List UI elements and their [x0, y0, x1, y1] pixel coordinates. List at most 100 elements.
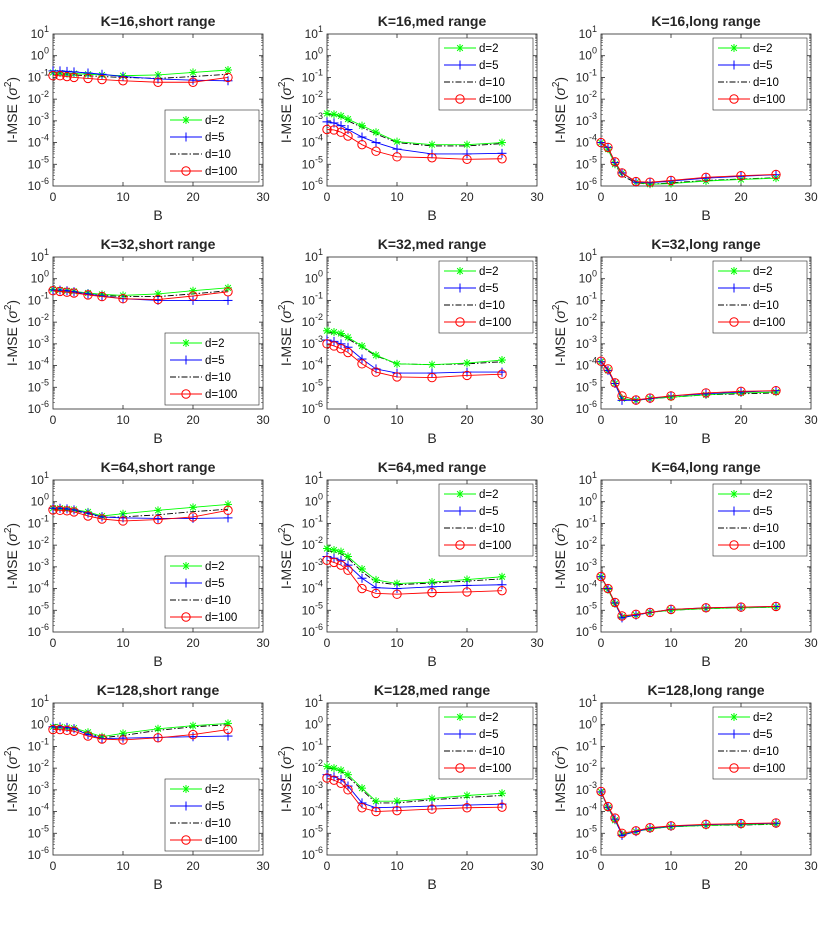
- data-point-plus-marker: [462, 149, 472, 159]
- x-tick-label: 0: [324, 636, 331, 650]
- legend-entry: d=10: [718, 77, 779, 89]
- x-tick-label: 10: [664, 636, 678, 650]
- x-axis-label: B: [701, 430, 710, 446]
- legend-label: d=2: [205, 784, 225, 796]
- y-tick-label: 100: [31, 46, 49, 63]
- legend-label: d=5: [753, 283, 773, 295]
- series-markers-d5: [322, 551, 507, 594]
- legend-circle-marker: [181, 389, 191, 399]
- data-point-star-marker: [358, 784, 366, 793]
- y-tick-label: 100: [579, 715, 597, 732]
- y-tick-label: 10-1: [28, 513, 49, 530]
- x-tick-label: 0: [324, 859, 331, 873]
- x-tick-label: 20: [186, 190, 200, 204]
- data-point-star-marker: [154, 506, 162, 515]
- y-tick-label: 10-2: [28, 535, 49, 552]
- series-line-d2: [326, 112, 503, 146]
- series-markers-d100: [48, 505, 233, 526]
- data-point-circle-marker: [645, 607, 655, 618]
- legend-label: d=5: [205, 132, 225, 144]
- subplot-9: 101 100 10-1 10-2 10-3 10-4 10-5 10-60 10 20 30 K=6…: [551, 459, 818, 669]
- data-point-circle-marker: [223, 287, 233, 297]
- legend-label: d=2: [205, 561, 225, 573]
- data-point-circle-marker: [462, 587, 472, 597]
- legend-entry: d=100: [718, 763, 785, 775]
- data-point-star-marker: [372, 575, 380, 584]
- series-line-d100: [600, 576, 777, 617]
- series-line-d100: [326, 129, 503, 160]
- data-point-circle-marker: [497, 802, 507, 812]
- y-tick-label: 10-6: [28, 399, 49, 416]
- y-tick-label: 10-5: [28, 600, 49, 617]
- series-markers-d2: [323, 762, 506, 806]
- series-line-d2: [326, 330, 503, 366]
- legend-entry: d=2: [444, 712, 499, 724]
- series-line-d100: [52, 509, 229, 522]
- y-tick-label: 10-3: [576, 334, 597, 351]
- legend-label: d=100: [753, 94, 785, 106]
- x-axis-label: B: [153, 430, 162, 446]
- data-point-star-marker: [224, 65, 232, 74]
- data-point-star-marker: [337, 329, 345, 338]
- data-point-circle-marker: [55, 286, 65, 297]
- y-tick-label: 10-2: [28, 312, 49, 329]
- y-tick-label: 101: [31, 470, 49, 487]
- legend-entry: d=10: [170, 595, 231, 607]
- legend-label: d=10: [205, 149, 231, 161]
- legend-box: [164, 778, 260, 852]
- series-line-d5: [326, 339, 502, 374]
- series-line-d100: [600, 791, 777, 834]
- data-point-circle-marker: [610, 813, 620, 823]
- legend-label: d=10: [753, 523, 779, 535]
- plot-title: K=32,short range: [101, 236, 216, 252]
- y-tick-label: 100: [579, 269, 597, 286]
- data-point-plus-marker: [645, 178, 655, 188]
- y-tick-label: 10-6: [28, 622, 49, 639]
- y-tick-label: 10-4: [576, 802, 597, 819]
- y-tick-label: 10-5: [302, 154, 323, 171]
- data-point-circle-marker: [48, 505, 58, 515]
- data-point-circle-marker: [771, 169, 781, 180]
- y-tick-label: 10-6: [28, 845, 49, 862]
- data-point-circle-marker: [771, 818, 781, 828]
- data-point-circle-marker: [336, 127, 346, 137]
- y-tick-label: 101: [305, 693, 323, 710]
- legend-circle-marker: [181, 835, 191, 845]
- x-tick-label: 10: [390, 190, 404, 204]
- legend-label: d=10: [753, 300, 779, 312]
- data-point-circle-marker: [736, 386, 746, 397]
- legend-entry: d=10: [444, 77, 505, 89]
- legend-plus-marker: [729, 506, 739, 516]
- x-tick-label: 30: [530, 190, 544, 204]
- data-point-circle-marker: [631, 609, 641, 620]
- legend: d=2 d=5 d=10 d=100: [164, 778, 260, 852]
- y-tick-label: 10-4: [28, 133, 49, 150]
- x-tick-label: 30: [530, 636, 544, 650]
- data-point-star-marker: [358, 564, 366, 573]
- data-point-star-marker: [189, 503, 197, 512]
- x-tick-label: 10: [664, 190, 678, 204]
- data-point-circle-marker: [118, 76, 128, 86]
- data-point-star-marker: [189, 721, 197, 730]
- data-point-circle-marker: [69, 288, 79, 298]
- y-tick-label: 10-3: [28, 111, 49, 128]
- legend-box: [438, 37, 534, 111]
- x-axis-label: B: [153, 653, 162, 669]
- data-point-plus-marker: [343, 124, 353, 134]
- legend-entry: d=2: [170, 338, 225, 350]
- legend-entry: d=5: [444, 60, 499, 72]
- y-axis-label: I-MSE (σ2): [277, 746, 294, 812]
- data-point-circle-marker: [55, 505, 65, 516]
- y-tick-label: 10-2: [576, 89, 597, 106]
- data-point-circle-marker: [462, 370, 472, 381]
- x-tick-label: 0: [50, 859, 57, 873]
- legend-label: d=5: [205, 578, 225, 590]
- data-point-circle-marker: [329, 341, 339, 351]
- data-point-star-marker: [463, 791, 471, 800]
- data-point-star-marker: [330, 110, 338, 119]
- data-point-plus-marker: [631, 177, 641, 187]
- data-point-circle-marker: [603, 583, 613, 594]
- legend-circle-marker: [455, 763, 465, 773]
- data-point-circle-marker: [617, 391, 627, 401]
- y-tick-label: 10-6: [28, 176, 49, 193]
